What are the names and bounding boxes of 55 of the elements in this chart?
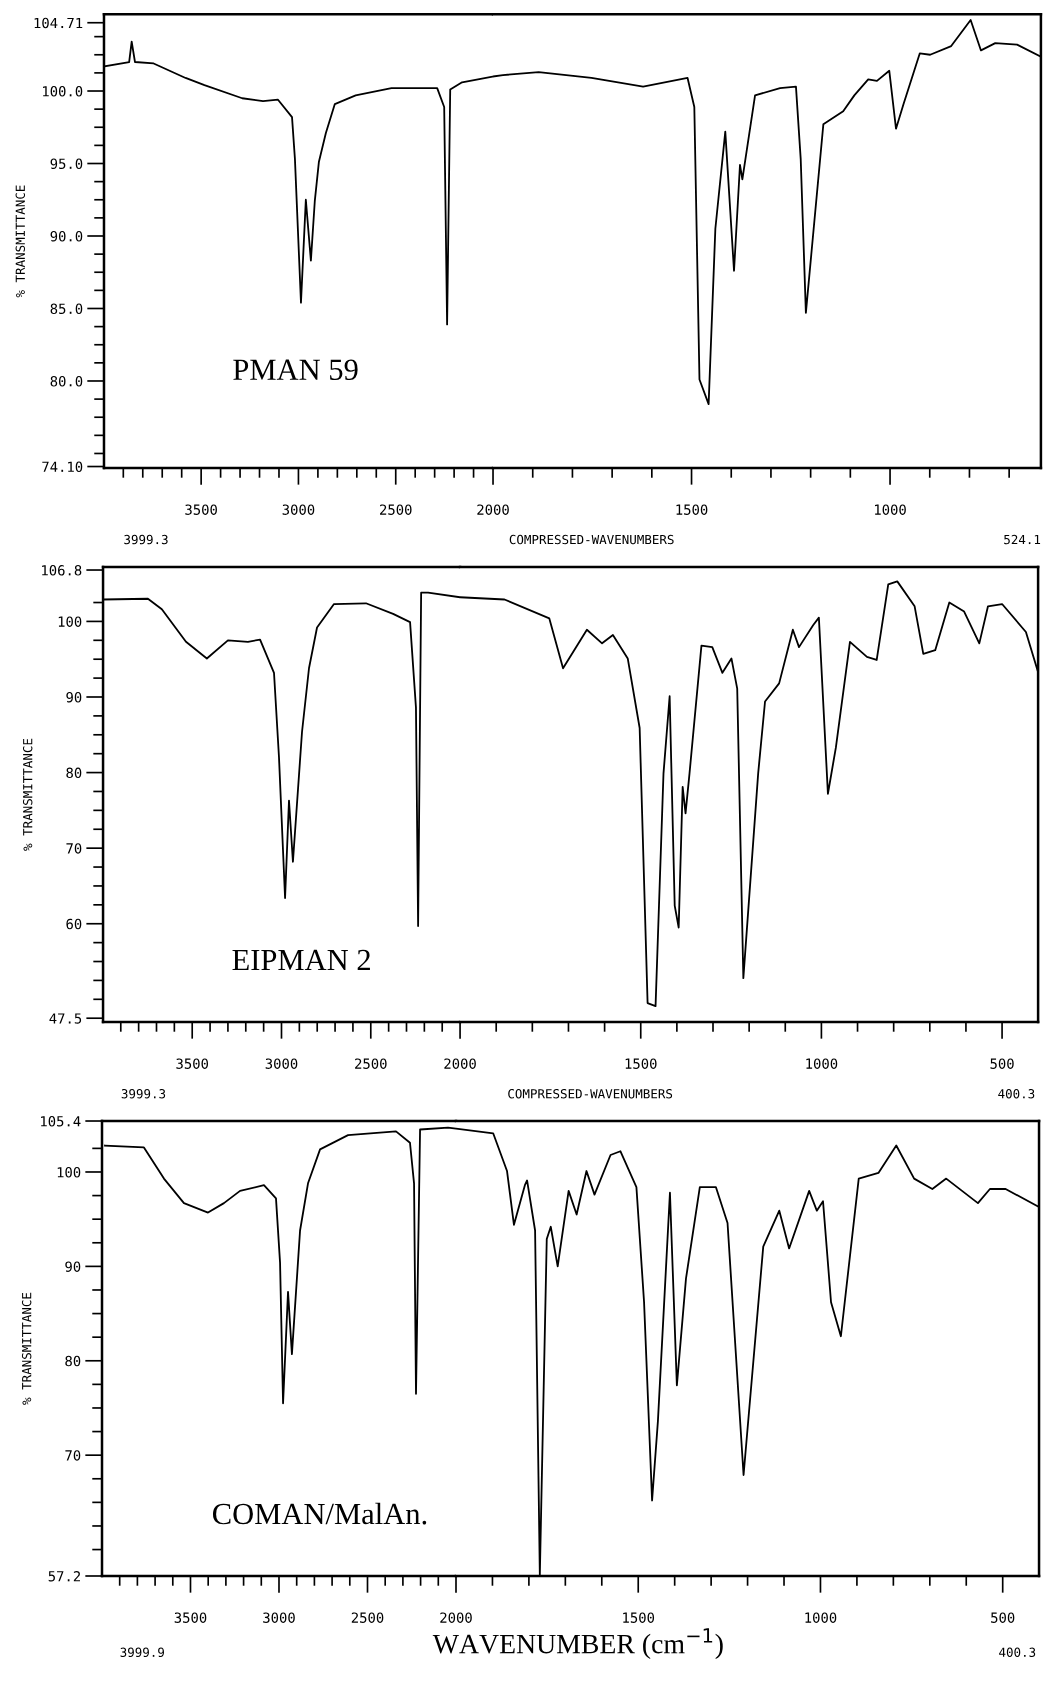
- text: 400.3: [999, 1647, 1036, 1657]
- y-tick-label: 70: [66, 843, 82, 854]
- y-axis-title: % TRANSMITTANCE: [21, 1292, 32, 1405]
- y-tick-label: 105.4: [41, 1116, 81, 1127]
- x-tick-label: 2000: [444, 1058, 476, 1069]
- text: COMPRESSED-WAVENUMBERS: [509, 534, 674, 545]
- x-tick-label: 1000: [805, 1612, 837, 1623]
- y-tick-label: 106.8: [42, 565, 82, 576]
- y-axis-title: % TRANSMITTANCE: [22, 738, 33, 851]
- y-tick-label: 100: [58, 616, 82, 627]
- x-tick-label: 2500: [380, 504, 412, 515]
- y-tick-label: 90: [65, 1261, 81, 1272]
- y-tick-label: 95.0: [50, 158, 83, 170]
- x-tick-label: 2000: [477, 504, 509, 515]
- text: COMPRESSED-WAVENUMBERS: [508, 1088, 673, 1099]
- y-tick-label: 80: [66, 767, 82, 779]
- y-tick-label: 70: [65, 1450, 81, 1461]
- x-tick-label: 2500: [355, 1058, 387, 1069]
- y-tick-label: 74.10: [42, 461, 83, 473]
- text: 3999.9: [120, 1647, 165, 1657]
- x-tick-label: 500: [991, 1612, 1015, 1623]
- x-tick-label: 3000: [282, 504, 315, 515]
- x-tick-label: 3000: [263, 1612, 295, 1623]
- y-tick-label: 100: [57, 1166, 81, 1178]
- x-tick-label: 2500: [351, 1612, 384, 1623]
- y-tick-label: 47.5: [49, 1013, 82, 1024]
- text: 3999.3: [121, 1088, 166, 1099]
- x-tick-label: 1000: [806, 1058, 838, 1069]
- x-tick-label: 3000: [265, 1058, 298, 1069]
- x-tick-label: 1500: [625, 1058, 657, 1069]
- y-tick-label: 85.0: [50, 303, 83, 314]
- x-tick-label: 3500: [176, 1058, 209, 1069]
- x-tick-label: 2000: [440, 1612, 472, 1623]
- x-tick-label: 3500: [185, 504, 217, 515]
- y-tick-label: 90: [66, 692, 82, 703]
- x-tick-label: 1500: [623, 1612, 655, 1623]
- y-tick-label: 100.0: [43, 86, 83, 97]
- x-tick-label: 500: [990, 1058, 1014, 1069]
- annotation: EIPMAN 2: [232, 949, 370, 970]
- y-axis-title: % TRANSMITTANCE: [15, 185, 26, 298]
- text: 400.3: [998, 1088, 1035, 1099]
- text: 3999.3: [124, 534, 168, 545]
- y-tick-label: 90.0: [50, 231, 83, 242]
- text: 524.1: [1004, 534, 1041, 545]
- x-tick-label: 3500: [174, 1612, 207, 1623]
- annotation: COMAN/MalAn.: [213, 1502, 427, 1525]
- y-tick-label: 80: [65, 1355, 81, 1367]
- x-tick-label: 1000: [874, 504, 906, 515]
- y-tick-label: 104.71: [34, 17, 83, 29]
- x-axis-title: WAVENUMBER (cm$^{−1}$): [432, 1628, 723, 1660]
- y-tick-label: 60: [66, 918, 82, 930]
- annotation: PMAN 59: [233, 359, 358, 381]
- y-tick-label: 80.0: [50, 375, 83, 387]
- y-tick-label: 57.2: [48, 1571, 80, 1582]
- x-tick-label: 1500: [676, 504, 708, 515]
